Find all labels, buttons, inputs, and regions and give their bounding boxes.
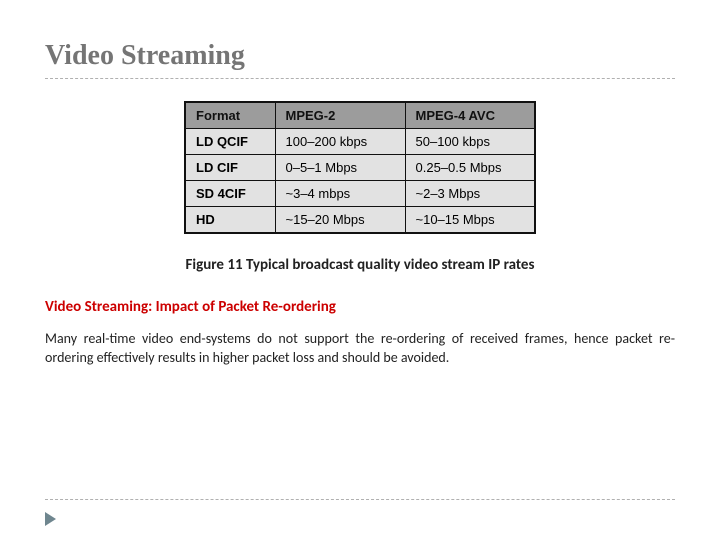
table-cell: ~10–15 Mbps — [405, 207, 535, 234]
table-cell: HD — [185, 207, 275, 234]
table-cell: 0.25–0.5 Mbps — [405, 155, 535, 181]
table-cell: ~2–3 Mbps — [405, 181, 535, 207]
play-icon — [45, 512, 56, 526]
table-cell: SD 4CIF — [185, 181, 275, 207]
page-title: Video Streaming — [45, 40, 675, 72]
rates-table: Format MPEG-2 MPEG-4 AVC LD QCIF 100–200… — [184, 101, 536, 234]
table-container: Format MPEG-2 MPEG-4 AVC LD QCIF 100–200… — [45, 101, 675, 234]
footer-divider — [45, 499, 675, 500]
table-header-row: Format MPEG-2 MPEG-4 AVC — [185, 102, 535, 129]
table-row: LD QCIF 100–200 kbps 50–100 kbps — [185, 129, 535, 155]
table-header-cell: MPEG-2 — [275, 102, 405, 129]
table-row: HD ~15–20 Mbps ~10–15 Mbps — [185, 207, 535, 234]
body-paragraph: Many real-time video end-systems do not … — [45, 330, 675, 368]
table-row: SD 4CIF ~3–4 mbps ~2–3 Mbps — [185, 181, 535, 207]
section-subheading: Video Streaming: Impact of Packet Re-ord… — [45, 298, 675, 316]
table-cell: 50–100 kbps — [405, 129, 535, 155]
table-cell: ~3–4 mbps — [275, 181, 405, 207]
table-cell: LD CIF — [185, 155, 275, 181]
table-cell: ~15–20 Mbps — [275, 207, 405, 234]
table-cell: LD QCIF — [185, 129, 275, 155]
table-cell: 100–200 kbps — [275, 129, 405, 155]
table-header-cell: MPEG-4 AVC — [405, 102, 535, 129]
table-row: LD CIF 0–5–1 Mbps 0.25–0.5 Mbps — [185, 155, 535, 181]
table-cell: 0–5–1 Mbps — [275, 155, 405, 181]
table-header-cell: Format — [185, 102, 275, 129]
title-divider — [45, 78, 675, 79]
figure-caption: Figure 11 Typical broadcast quality vide… — [45, 256, 675, 274]
